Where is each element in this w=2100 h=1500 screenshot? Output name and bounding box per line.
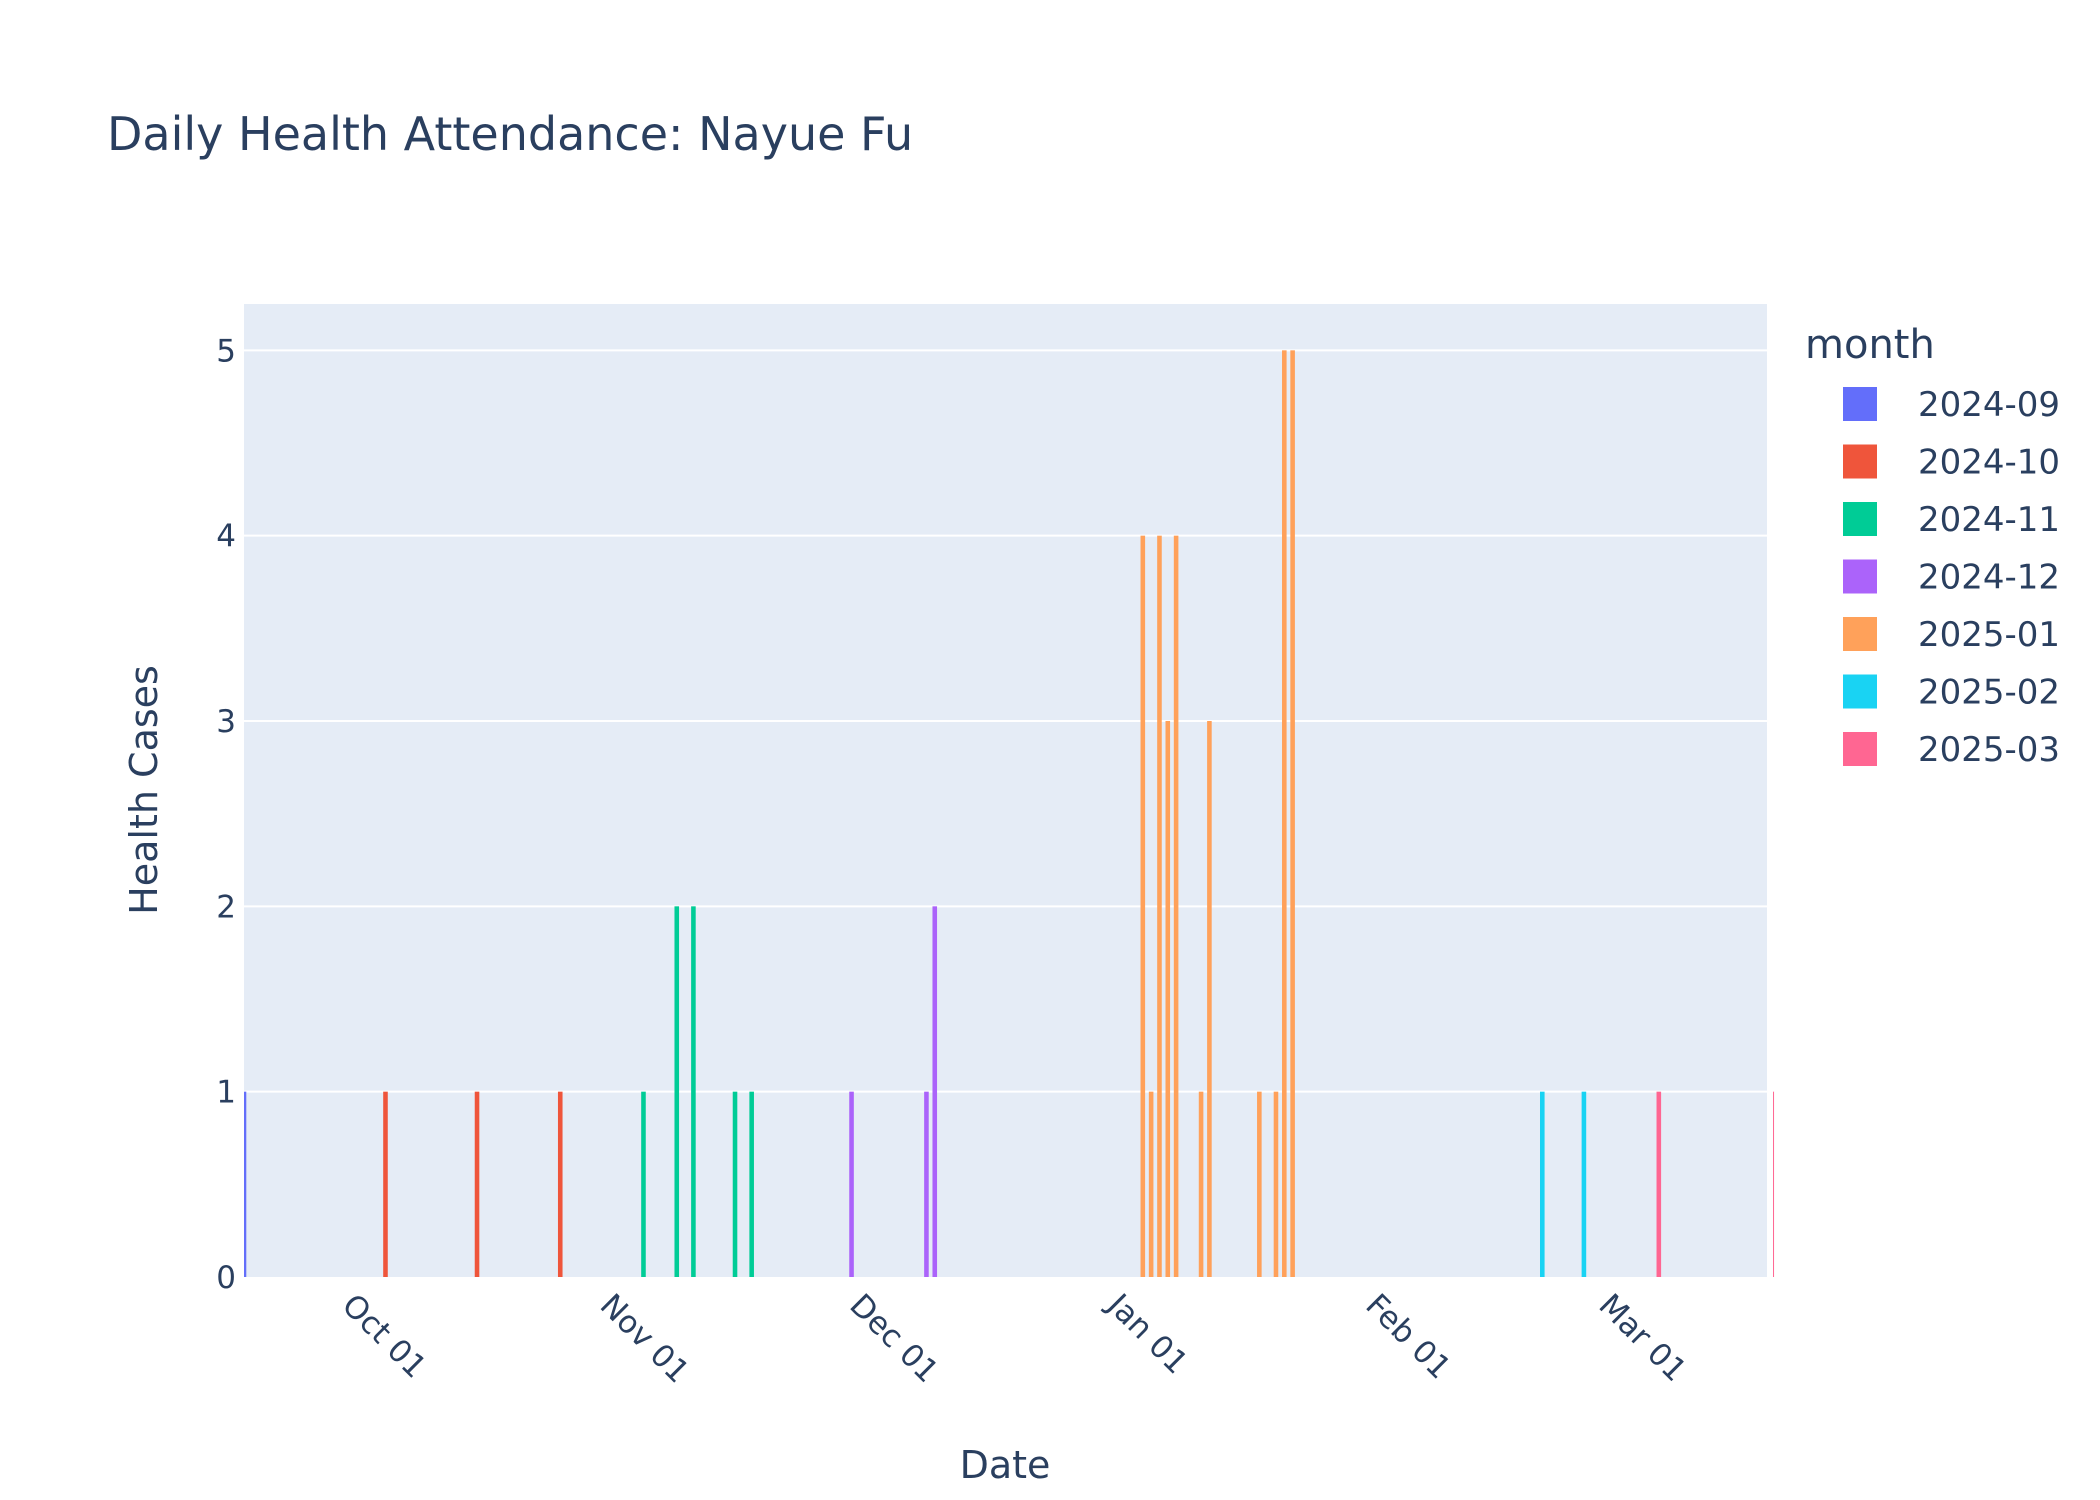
bar-2025-02-2025-02-25[interactable] xyxy=(1581,1091,1587,1277)
legend-label-2024-11[interactable]: 2024-11 xyxy=(1918,500,2060,540)
bar-2024-11-2024-11-10[interactable] xyxy=(691,906,696,1277)
bar-2024-12-2024-11-29[interactable] xyxy=(849,1091,854,1277)
bar-2025-01-2025-01-03[interactable] xyxy=(1140,535,1146,1277)
legend-swatch-2024-09[interactable] xyxy=(1843,387,1877,421)
bar-2025-03-2025-03-20[interactable] xyxy=(1773,1091,1775,1277)
bar-2025-01-2025-01-07[interactable] xyxy=(1173,535,1179,1277)
bar-2024-12-2024-12-08[interactable] xyxy=(924,1091,929,1277)
x-axis-title: Date xyxy=(960,1443,1051,1487)
chart-title: Daily Health Attendance: Nayue Fu xyxy=(107,107,913,161)
bar-2025-01-2025-01-05[interactable] xyxy=(1157,535,1162,1277)
bar-2025-01-2025-01-21[interactable] xyxy=(1290,350,1295,1277)
bar-2025-01-2025-01-10[interactable] xyxy=(1198,1091,1204,1277)
bar-2025-01-2025-01-17[interactable] xyxy=(1257,1091,1262,1277)
bar-2024-12-2024-12-09[interactable] xyxy=(932,906,938,1277)
x-tick-label-3: Jan 01 xyxy=(1099,1286,1195,1382)
legend-label-2025-03[interactable]: 2025-03 xyxy=(1918,730,2060,770)
bar-2025-01-2025-01-20[interactable] xyxy=(1282,350,1287,1277)
bar-2024-11-2024-11-04[interactable] xyxy=(641,1091,646,1277)
legend-swatch-2025-03[interactable] xyxy=(1843,732,1877,766)
legend-label-2024-10[interactable]: 2024-10 xyxy=(1918,443,2060,483)
legend-label-2025-02[interactable]: 2025-02 xyxy=(1918,673,2060,713)
grid-lines xyxy=(244,349,1767,1093)
y-tick-label-4: 4 xyxy=(216,519,236,555)
bar-2025-03-2025-03-06[interactable] xyxy=(1656,1091,1662,1277)
legend-swatch-2024-12[interactable] xyxy=(1843,559,1877,594)
y-tick-label-1: 1 xyxy=(216,1075,236,1111)
y-tick-label-0: 0 xyxy=(216,1260,236,1296)
legend-label-2024-12[interactable]: 2024-12 xyxy=(1918,558,2060,598)
bar-2024-11-2024-11-15[interactable] xyxy=(732,1091,738,1277)
x-tick-label-0: Oct 01 xyxy=(335,1287,433,1385)
bar-2025-01-2025-01-19[interactable] xyxy=(1273,1091,1279,1277)
bar-2024-10-2024-10-04[interactable] xyxy=(383,1091,388,1277)
legend-swatch-2024-10[interactable] xyxy=(1843,444,1877,479)
bar-2024-11-2024-11-08[interactable] xyxy=(674,906,680,1277)
bar-2024-11-2024-11-17[interactable] xyxy=(749,1091,754,1277)
bar-2024-10-2024-10-15[interactable] xyxy=(474,1091,480,1277)
bar-2025-02-2025-02-20[interactable] xyxy=(1540,1091,1545,1277)
legend: month 2024-09 2024-10 2024-11 2024-12 2025-0… xyxy=(1805,322,2060,770)
y-tick-label-2: 2 xyxy=(216,889,236,925)
bar-2024-10-2024-10-25[interactable] xyxy=(557,1091,563,1277)
legend-swatch-2025-01[interactable] xyxy=(1843,617,1877,651)
y-tick-label-3: 3 xyxy=(216,704,236,740)
y-axis-title: Health Cases xyxy=(122,665,166,915)
bar-2025-01-2025-01-04[interactable] xyxy=(1148,1091,1154,1277)
x-tick-label-4: Feb 01 xyxy=(1359,1287,1458,1386)
x-tick-label-2: Dec 01 xyxy=(843,1287,946,1390)
plot-area xyxy=(244,304,1767,1277)
bar-2024-09-2024-09-17[interactable] xyxy=(244,1091,247,1277)
bar-2025-01-2025-01-11[interactable] xyxy=(1207,721,1212,1277)
y-tick-label-5: 5 xyxy=(216,333,236,369)
x-tick-label-5: Mar 01 xyxy=(1592,1287,1694,1389)
bars xyxy=(244,350,1775,1277)
legend-label-2024-09[interactable]: 2024-09 xyxy=(1918,385,2060,425)
x-tick-label-1: Nov 01 xyxy=(593,1287,696,1390)
legend-swatch-2025-02[interactable] xyxy=(1843,674,1877,709)
legend-label-2025-01[interactable]: 2025-01 xyxy=(1918,615,2060,655)
legend-swatch-2024-11[interactable] xyxy=(1843,502,1877,536)
y-axis-ticks: 0 1 2 3 4 5 xyxy=(216,333,236,1296)
bar-2025-01-2025-01-06[interactable] xyxy=(1165,721,1171,1277)
legend-title: month xyxy=(1805,322,1935,368)
x-axis-ticks: Oct 01 Nov 01 Dec 01 Jan 01 Feb 01 Mar 01 xyxy=(335,1286,1693,1391)
